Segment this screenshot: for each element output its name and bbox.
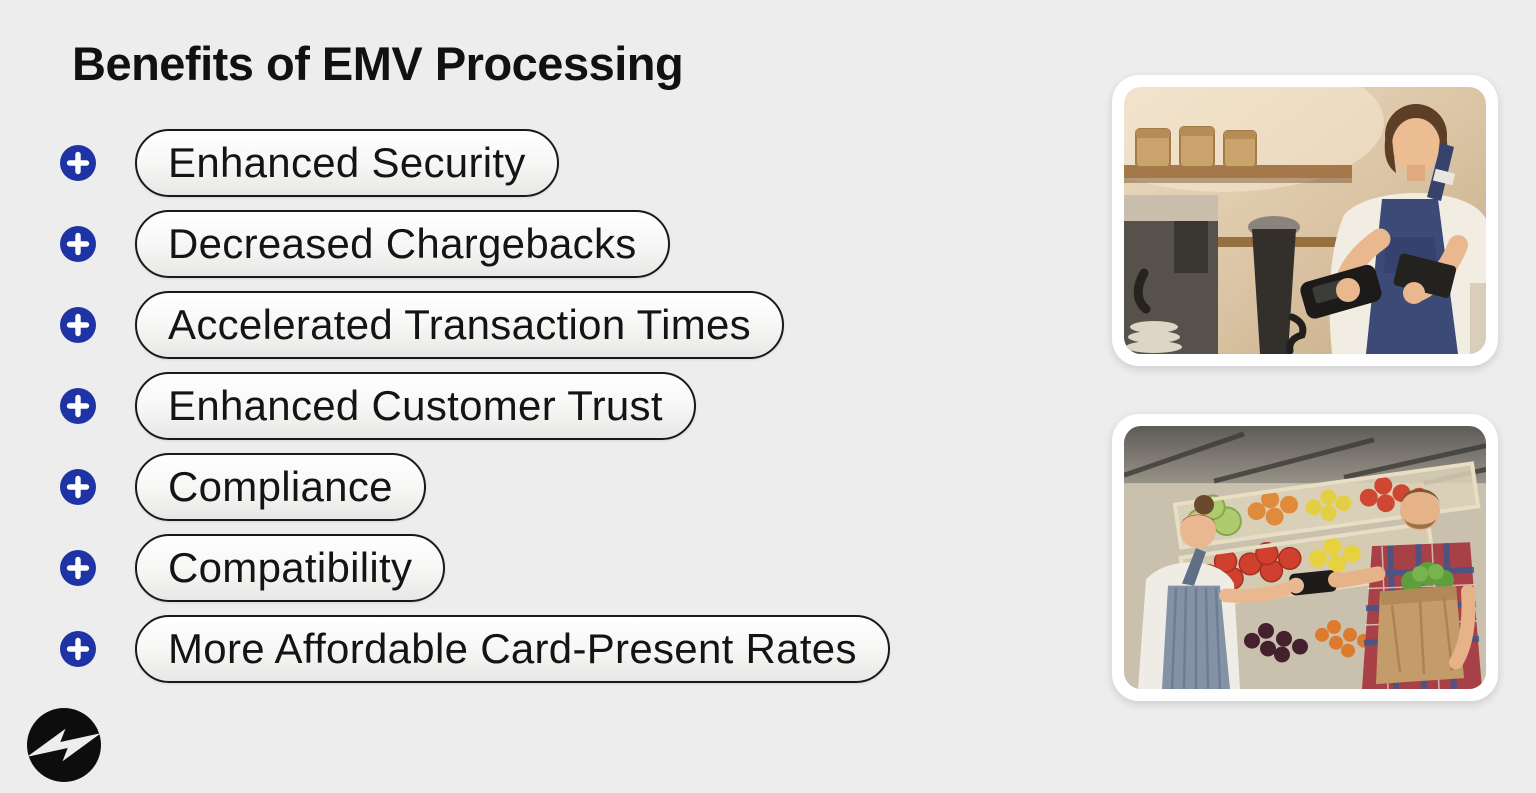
photo-card-market [1112,414,1498,701]
plus-icon [60,550,96,586]
list-item: Compliance [60,453,890,521]
list-item: Enhanced Security [60,129,890,197]
benefit-pill: Decreased Chargebacks [135,210,670,278]
plus-icon [60,631,96,667]
lightning-bolt-logo [27,708,101,782]
benefit-pill: Compliance [135,453,426,521]
benefit-pill: More Affordable Card-Present Rates [135,615,890,683]
photo-card-cafe [1112,75,1498,366]
page-title: Benefits of EMV Processing [72,37,684,90]
grocery-market-payment-photo [1124,426,1486,689]
list-item: More Affordable Card-Present Rates [60,615,890,683]
list-item: Compatibility [60,534,890,602]
list-item: Enhanced Customer Trust [60,372,890,440]
benefit-pill: Enhanced Customer Trust [135,372,696,440]
plus-icon [60,307,96,343]
plus-icon [60,469,96,505]
benefit-pill: Accelerated Transaction Times [135,291,784,359]
benefit-pill: Enhanced Security [135,129,559,197]
cafe-card-payment-photo [1124,87,1486,354]
benefit-list: Enhanced Security Decreased Chargebacks … [60,129,890,696]
list-item: Accelerated Transaction Times [60,291,890,359]
plus-icon [60,226,96,262]
plus-icon [60,145,96,181]
benefit-pill: Compatibility [135,534,446,602]
plus-icon [60,388,96,424]
list-item: Decreased Chargebacks [60,210,890,278]
